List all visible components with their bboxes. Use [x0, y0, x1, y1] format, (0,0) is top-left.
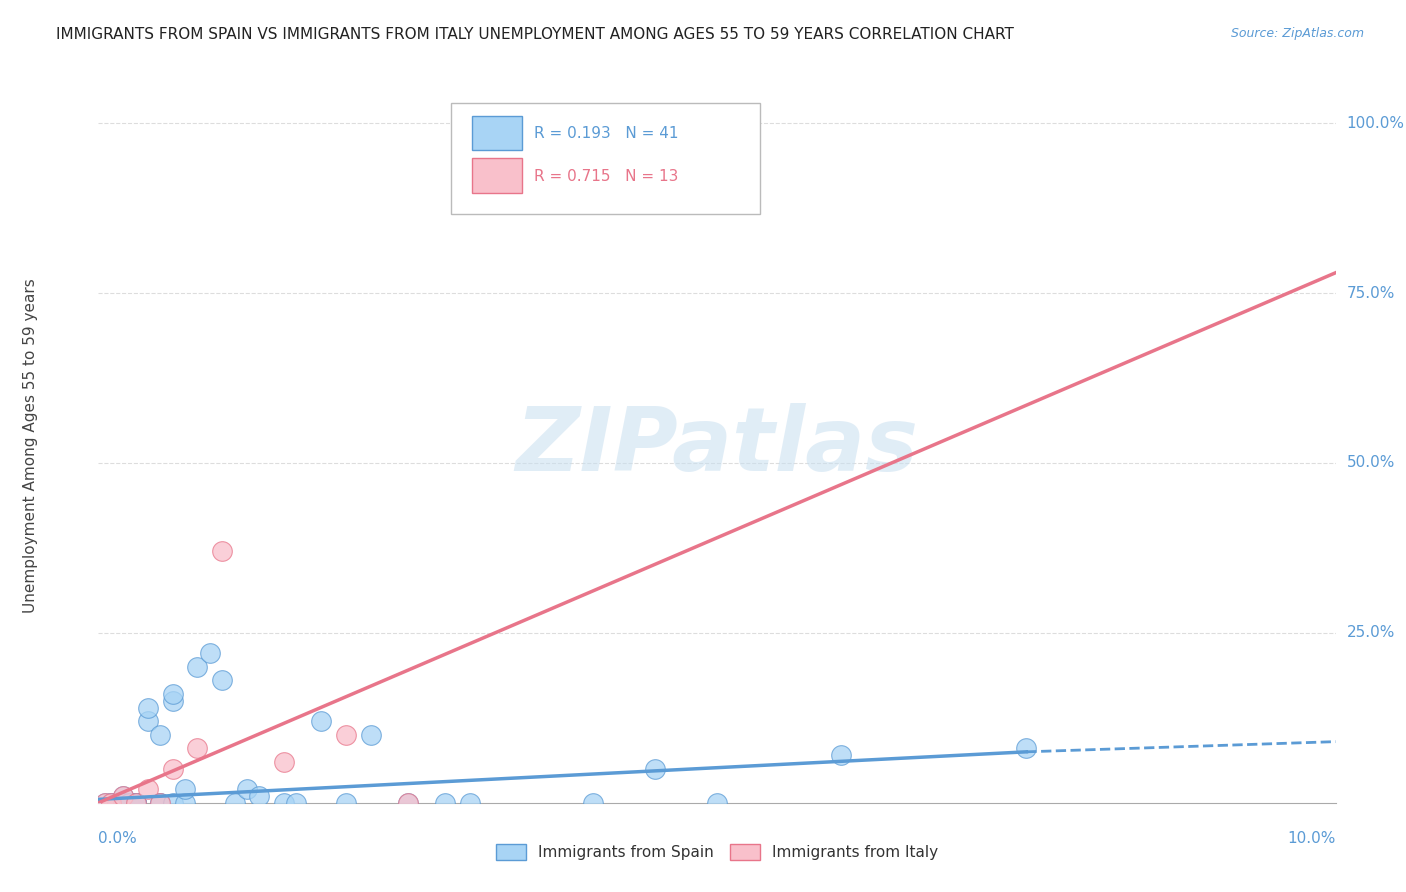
- Point: [118, 796, 141, 810]
- Point: [458, 116, 481, 130]
- Point: [458, 796, 481, 810]
- Point: [124, 796, 146, 810]
- Text: R = 0.193   N = 41: R = 0.193 N = 41: [534, 126, 679, 141]
- Point: [335, 728, 357, 742]
- Point: [112, 789, 135, 803]
- Point: [93, 796, 115, 810]
- Text: Unemployment Among Ages 55 to 59 years: Unemployment Among Ages 55 to 59 years: [22, 278, 38, 614]
- Text: Source: ZipAtlas.com: Source: ZipAtlas.com: [1230, 27, 1364, 40]
- FancyBboxPatch shape: [451, 103, 761, 214]
- Point: [124, 796, 146, 810]
- Point: [149, 796, 172, 810]
- Point: [1015, 741, 1038, 756]
- Point: [136, 714, 159, 729]
- Point: [124, 796, 146, 810]
- Point: [136, 782, 159, 797]
- Point: [93, 796, 115, 810]
- Point: [136, 700, 159, 714]
- Point: [224, 796, 246, 810]
- Point: [211, 673, 233, 688]
- Text: 75.0%: 75.0%: [1347, 285, 1395, 301]
- Point: [162, 687, 184, 701]
- Point: [396, 796, 419, 810]
- Point: [105, 796, 128, 810]
- Legend: Immigrants from Spain, Immigrants from Italy: Immigrants from Spain, Immigrants from I…: [489, 838, 945, 866]
- Point: [830, 748, 852, 763]
- Text: 100.0%: 100.0%: [1347, 116, 1405, 131]
- Point: [247, 789, 270, 803]
- Text: 50.0%: 50.0%: [1347, 456, 1395, 470]
- Point: [100, 796, 122, 810]
- Point: [582, 796, 605, 810]
- Point: [124, 796, 146, 810]
- Point: [309, 714, 332, 729]
- Point: [706, 796, 728, 810]
- Point: [273, 755, 295, 769]
- Point: [236, 782, 259, 797]
- Point: [273, 796, 295, 810]
- Point: [186, 660, 208, 674]
- Point: [162, 796, 184, 810]
- Point: [149, 796, 172, 810]
- Point: [211, 544, 233, 558]
- Point: [186, 741, 208, 756]
- Point: [174, 796, 197, 810]
- Point: [112, 796, 135, 810]
- Point: [360, 728, 382, 742]
- Point: [162, 694, 184, 708]
- Point: [149, 796, 172, 810]
- Point: [124, 796, 146, 810]
- Point: [644, 762, 666, 776]
- Text: IMMIGRANTS FROM SPAIN VS IMMIGRANTS FROM ITALY UNEMPLOYMENT AMONG AGES 55 TO 59 : IMMIGRANTS FROM SPAIN VS IMMIGRANTS FROM…: [56, 27, 1014, 42]
- Text: ZIPatlas: ZIPatlas: [516, 402, 918, 490]
- Text: 0.0%: 0.0%: [98, 831, 138, 847]
- Point: [285, 796, 308, 810]
- Point: [198, 646, 221, 660]
- Point: [162, 762, 184, 776]
- Point: [149, 728, 172, 742]
- Point: [100, 796, 122, 810]
- Bar: [472, 116, 522, 150]
- Text: 10.0%: 10.0%: [1288, 831, 1336, 847]
- Point: [335, 796, 357, 810]
- Point: [396, 796, 419, 810]
- Point: [112, 789, 135, 803]
- Point: [433, 796, 456, 810]
- Text: 25.0%: 25.0%: [1347, 625, 1395, 640]
- Bar: [472, 159, 522, 193]
- Text: R = 0.715   N = 13: R = 0.715 N = 13: [534, 169, 678, 184]
- Point: [100, 796, 122, 810]
- Point: [174, 782, 197, 797]
- Point: [112, 796, 135, 810]
